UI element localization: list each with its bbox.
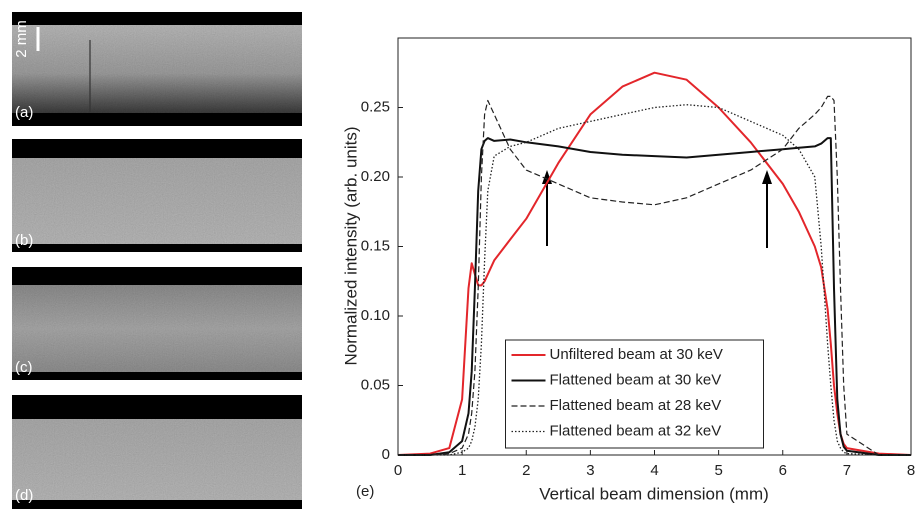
arrow-head — [542, 170, 552, 184]
y-tick-label: 0.20 — [361, 168, 390, 185]
series-line — [398, 95, 911, 456]
x-tick-label: 7 — [843, 462, 851, 479]
panel-label: (a) — [15, 104, 33, 121]
image-panels: 2 mm (a) (b) (c) (d) — [12, 12, 302, 509]
panel-label: (e) — [356, 483, 374, 500]
x-axis-label: Vertical beam dimension (mm) — [539, 484, 769, 503]
series-line — [397, 71, 912, 456]
scale-bar-label: 2 mm — [13, 20, 30, 58]
x-tick-label: 2 — [522, 462, 530, 479]
x-tick-label: 8 — [907, 462, 915, 479]
x-tick-label: 4 — [650, 462, 658, 479]
panel-a-image — [12, 25, 302, 113]
panel-label: (d) — [15, 487, 33, 504]
x-tick-label: 3 — [586, 462, 594, 479]
panel-label: (b) — [15, 232, 33, 249]
y-tick-label: 0 — [382, 446, 390, 463]
arrow-head — [762, 170, 772, 184]
y-axis-label: Normalized intensity (arb. units) — [341, 126, 360, 365]
x-tick-label: 0 — [394, 462, 402, 479]
legend-box — [505, 339, 764, 449]
panel-b-image — [12, 158, 302, 244]
panel-c-image — [12, 285, 302, 372]
y-tick-label: 0.05 — [361, 376, 390, 393]
legend-label: Flattened beam at 28 keV — [550, 397, 722, 414]
x-tick-label: 6 — [779, 462, 787, 479]
legend-label: Unfiltered beam at 30 keV — [550, 346, 723, 363]
y-tick-label: 0.25 — [361, 98, 390, 115]
series-line — [398, 104, 911, 456]
x-tick-label: 5 — [714, 462, 722, 479]
arrows — [542, 170, 772, 248]
legend-label: Flattened beam at 30 keV — [550, 371, 722, 388]
legend-label: Flattened beam at 32 keV — [550, 422, 722, 439]
series-line — [398, 137, 911, 456]
y-tick-label: 0.10 — [361, 307, 390, 324]
x-tick-label: 1 — [458, 462, 466, 479]
panel-label: (c) — [15, 359, 33, 376]
panel-d-image — [12, 419, 302, 500]
y-tick-label: 0.15 — [361, 237, 390, 254]
